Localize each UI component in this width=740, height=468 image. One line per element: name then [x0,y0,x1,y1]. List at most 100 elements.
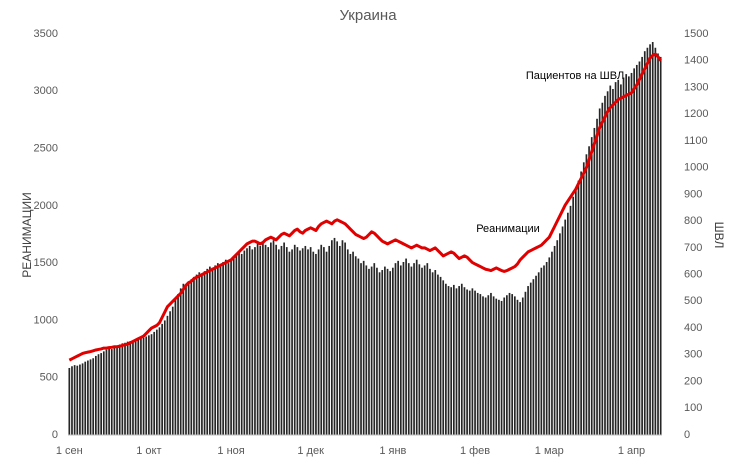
bar [559,233,561,435]
bar [100,353,102,435]
bar [596,118,598,435]
bar [617,79,620,435]
bar [519,302,521,435]
bar [445,283,447,435]
bar [158,327,161,435]
bar [145,336,148,435]
y-tick-label: 3500 [34,28,58,40]
bar [275,244,278,435]
bar [259,245,262,435]
bar [418,264,421,435]
bar [150,334,153,435]
bar [606,91,609,436]
bar [601,102,604,435]
bar [620,84,622,435]
bar [399,265,402,435]
bar [378,272,381,435]
bar [463,287,466,435]
bar [638,61,641,436]
bar [543,265,545,435]
bar [357,258,360,435]
y2-tick-label: 1500 [684,28,708,40]
x-tick-label: 1 мар [535,445,564,457]
y-axis-title: РЕАНИМАЦИИ [20,192,34,277]
bar [198,272,201,435]
bar [338,245,341,435]
bar [203,271,206,435]
bar [429,268,431,435]
bar [299,250,301,435]
bar [468,290,471,435]
bar [304,245,307,435]
bar [148,335,150,435]
bar [243,250,246,435]
bar [376,267,378,435]
bar [280,245,283,435]
bar [450,287,453,435]
bar [126,341,129,435]
bar [134,339,137,435]
bar [657,53,659,435]
bar [540,267,543,435]
bar [386,268,389,435]
bar [174,299,177,435]
bar [185,286,187,435]
bar [585,154,588,436]
bar [153,331,156,435]
bar [97,354,100,435]
y2-tick-label: 300 [684,349,702,361]
bar [524,291,527,435]
bar [389,271,392,435]
bar [102,351,105,435]
bar [87,360,89,435]
bar [76,365,79,435]
bar [588,146,590,435]
bar [622,77,625,435]
bar [277,249,280,435]
bar [267,247,270,435]
bar [643,51,646,435]
y-tick-label: 1500 [34,257,58,269]
bar [654,47,657,436]
x-tick-label: 1 апр [618,445,645,457]
bar [94,355,97,435]
bar [349,253,352,435]
bar [474,290,476,435]
y2-tick-label: 1000 [684,162,708,174]
bar [108,348,110,435]
bar [333,237,336,435]
bar [482,296,484,435]
bar [614,82,617,436]
bar [118,344,121,435]
bar [285,247,288,435]
x-tick-label: 1 дек [297,445,324,457]
bar [633,68,636,435]
bar [264,244,267,435]
bar [397,260,399,435]
bar [84,361,87,435]
bar [320,244,323,435]
bar [177,294,179,435]
bar [211,267,214,435]
y2-tick-label: 700 [684,242,702,254]
bar [431,272,434,435]
bar [553,245,556,435]
y2-tick-label: 1100 [684,135,708,147]
bar [312,251,315,435]
bar [161,323,163,435]
bar [646,47,649,436]
bar [410,266,413,435]
bar [574,188,577,435]
bar [206,268,209,435]
y2-tick-label: 100 [684,402,702,414]
bar [537,272,540,435]
bar [604,95,606,436]
bar [190,279,193,435]
bar [132,340,134,435]
bar [68,367,71,435]
bar [71,366,73,435]
x-tick-label: 1 сен [56,445,83,457]
bar [362,260,365,435]
y-tick-label: 500 [40,372,58,384]
bar [195,274,198,435]
